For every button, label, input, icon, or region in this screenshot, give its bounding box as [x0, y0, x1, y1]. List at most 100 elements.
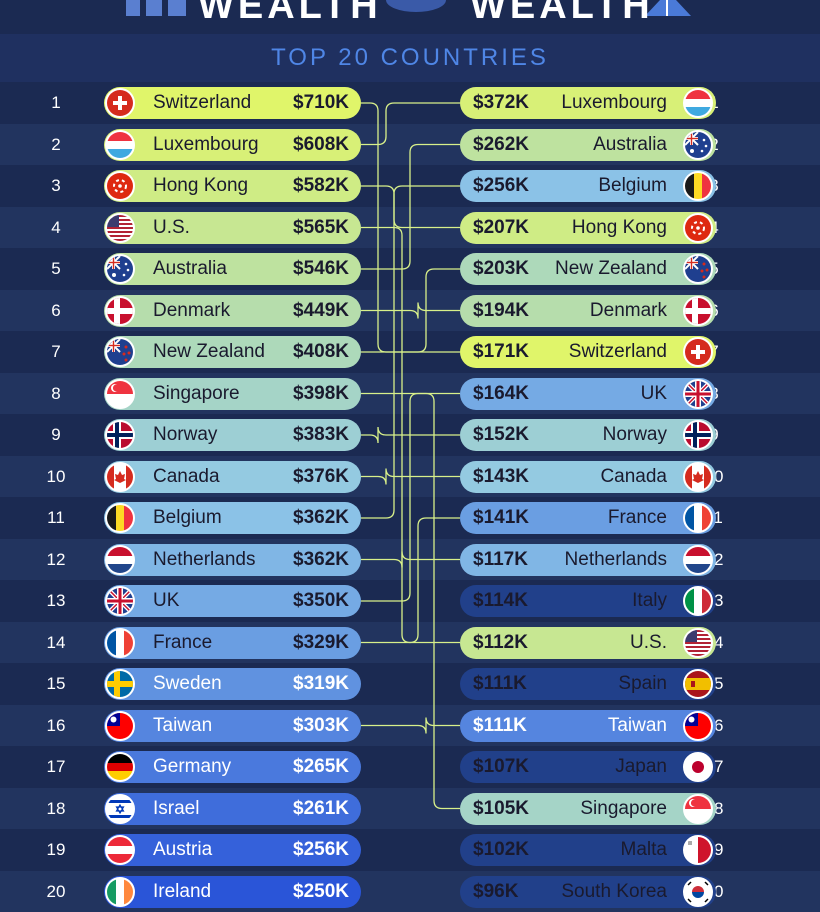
left-rank-label: 9 — [51, 425, 61, 444]
right-country-bar — [460, 460, 716, 493]
right-country-bar — [460, 834, 716, 866]
left-rank-label: 11 — [47, 508, 65, 527]
right-country-label: Japan — [615, 756, 667, 777]
new-zealand-flag-icon — [683, 254, 713, 284]
italy-flag-icon — [683, 586, 713, 616]
switzerland-flag-icon — [683, 337, 713, 367]
us-flag-icon — [105, 212, 135, 243]
switzerland-flag-icon — [105, 88, 135, 118]
right-value-label: $107K — [473, 756, 529, 777]
right-value-label: $152K — [473, 424, 529, 445]
left-value-label: $449K — [293, 299, 349, 321]
connector-line — [361, 102, 460, 146]
left-value-label: $250K — [293, 880, 349, 902]
left-country-label: Denmark — [153, 299, 231, 321]
left-country-bar — [104, 336, 361, 368]
right-country-bar — [460, 336, 716, 368]
left-country-label: Taiwan — [153, 714, 213, 736]
right-country-bar — [460, 294, 716, 327]
left-value-label: $261K — [293, 797, 349, 819]
france-flag-icon — [683, 503, 713, 533]
left-rank-label: 3 — [51, 176, 61, 195]
right-country-bar — [460, 751, 716, 783]
left-country-label: UK — [153, 590, 180, 611]
left-rank-label: 10 — [46, 466, 66, 486]
spain-flag-icon — [683, 669, 713, 699]
left-country-bar — [104, 834, 361, 866]
left-country-bar — [104, 294, 361, 327]
right-country-bar — [460, 668, 716, 700]
left-rank-label: 20 — [46, 881, 66, 901]
netherlands-flag-icon — [683, 544, 713, 575]
right-country-label: Australia — [593, 133, 667, 155]
left-rank-label: 19 — [46, 840, 66, 859]
australia-flag-icon — [683, 129, 713, 160]
right-value-label: $96K — [473, 880, 519, 902]
subtitle-band — [0, 34, 820, 82]
right-value-label: $164K — [473, 382, 529, 404]
france-flag-icon — [105, 627, 135, 658]
ireland-flag-icon — [105, 876, 135, 907]
left-country-label: Belgium — [153, 507, 222, 528]
germany-flag-icon — [105, 752, 135, 782]
left-value-label: $383K — [293, 424, 349, 445]
left-rank-label: 12 — [46, 549, 66, 569]
right-value-label: $111K — [473, 673, 527, 694]
right-value-label: $112K — [473, 631, 528, 653]
left-country-label: Singapore — [153, 382, 240, 404]
connector-line — [361, 185, 460, 519]
left-country-label: Austria — [153, 839, 213, 860]
right-country-label: UK — [640, 382, 667, 404]
taiwan-flag-icon — [683, 710, 713, 741]
right-value-label: $203K — [473, 258, 529, 279]
left-rank-label: 14 — [46, 632, 66, 652]
right-country-label: New Zealand — [555, 258, 667, 279]
left-value-label: $329K — [293, 631, 349, 653]
belgium-flag-icon — [683, 171, 713, 201]
left-country-label: Israel — [153, 797, 200, 819]
left-country-bar — [104, 668, 361, 700]
left-country-label: Switzerland — [153, 92, 252, 113]
left-value-label: $565K — [293, 216, 349, 238]
singapore-flag-icon — [105, 378, 135, 409]
right-country-bar — [460, 792, 716, 825]
connector-line — [361, 143, 460, 270]
left-value-label: $362K — [293, 548, 349, 570]
south-korea-flag-icon — [683, 876, 713, 907]
connector-line — [361, 551, 460, 568]
left-value-label: $265K — [293, 756, 349, 777]
left-rank-label: 1 — [51, 93, 61, 112]
left-value-label: $582K — [293, 175, 349, 196]
left-value-label: $350K — [293, 590, 349, 611]
connector-line — [361, 392, 460, 602]
left-country-label: New Zealand — [153, 341, 265, 362]
left-rank-label: 7 — [51, 342, 61, 361]
right-value-label: $105K — [473, 797, 529, 819]
right-value-label: $117K — [473, 548, 528, 570]
left-country-label: Australia — [153, 258, 227, 279]
right-value-label: $114K — [473, 590, 528, 611]
connector-line — [361, 468, 460, 485]
right-country-label: Taiwan — [607, 714, 667, 736]
right-country-bar — [460, 502, 716, 534]
left-rank-label: 6 — [51, 300, 61, 320]
connector-line — [361, 268, 460, 353]
right-country-bar — [460, 543, 716, 576]
left-country-bar — [104, 543, 361, 576]
new-zealand-flag-icon — [105, 337, 135, 367]
uk-flag-icon — [683, 378, 713, 409]
left-value-label: $303K — [293, 714, 349, 736]
right-country-label: Norway — [602, 424, 667, 445]
luxembourg-flag-icon — [105, 129, 135, 160]
right-country-label: France — [607, 507, 667, 528]
chart-subtitle: TOP 20 COUNTRIES — [271, 44, 549, 71]
left-rank-label: 17 — [46, 757, 66, 776]
right-country-bar — [460, 709, 716, 742]
uk-flag-icon — [105, 586, 135, 616]
sweden-flag-icon — [105, 669, 135, 699]
right-country-label: Canada — [600, 465, 667, 487]
left-country-label: France — [153, 631, 213, 653]
left-value-label: $319K — [293, 673, 349, 694]
left-country-bar — [104, 128, 361, 161]
